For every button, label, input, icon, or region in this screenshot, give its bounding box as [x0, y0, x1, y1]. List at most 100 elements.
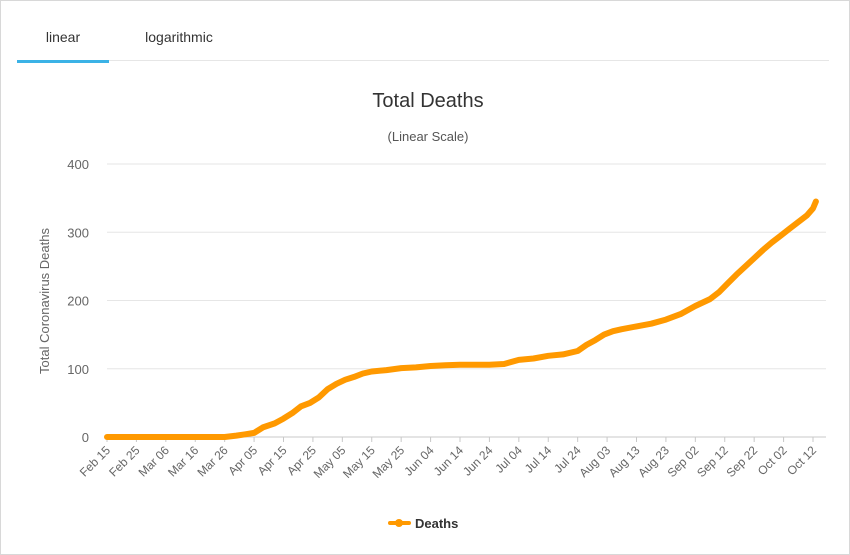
x-tick-label: Mar 06 [136, 443, 173, 480]
x-tick-label: Apr 15 [255, 443, 290, 478]
data-point [415, 366, 417, 368]
data-point [603, 334, 605, 336]
data-point [812, 207, 814, 209]
x-tick-label: Feb 25 [106, 443, 143, 480]
data-point [194, 436, 196, 438]
x-tick-label: Mar 26 [194, 443, 231, 480]
chart-subtitle: (Linear Scale) [388, 129, 469, 144]
x-tick-label: Sep 22 [723, 443, 760, 480]
data-point [459, 364, 461, 366]
data-point [444, 364, 446, 366]
data-point [474, 364, 476, 366]
data-point [503, 363, 505, 365]
data-point [806, 214, 808, 216]
data-point [780, 235, 782, 237]
data-point [386, 369, 387, 371]
data-point [300, 405, 302, 407]
x-tick-label: May 25 [370, 443, 408, 481]
data-point [353, 376, 355, 378]
x-tick-label: Aug 23 [635, 443, 672, 480]
data-point [362, 373, 364, 374]
tabs-divider [17, 60, 829, 61]
legend-dot-marker [395, 519, 403, 527]
data-point [283, 418, 284, 420]
x-tick-label: Oct 12 [784, 443, 819, 478]
data-point [815, 201, 817, 202]
data-point [309, 402, 311, 404]
data-point [253, 432, 255, 434]
data-point [262, 426, 264, 428]
data-point [547, 355, 549, 357]
data-point [327, 388, 329, 390]
x-tick-label: Mar 16 [165, 443, 202, 480]
y-axis-labels: 0 100 200 300 400 [67, 157, 89, 445]
data-point [594, 339, 596, 341]
x-tick-label: Feb 15 [77, 443, 114, 480]
data-point [430, 365, 432, 367]
x-tick-label: Jun 04 [401, 443, 437, 479]
data-point [744, 265, 746, 267]
x-tick-label: Aug 13 [606, 443, 643, 480]
series-line-deaths[interactable] [104, 198, 819, 440]
data-point [650, 323, 652, 325]
active-tab-indicator [17, 60, 109, 63]
data-point [400, 367, 402, 369]
y-tick-label: 0 [82, 430, 89, 445]
tab-logarithmic[interactable]: logarithmic [145, 29, 213, 45]
data-point [165, 436, 167, 438]
data-point [709, 298, 711, 300]
data-point [771, 242, 773, 243]
x-tick-label: Jul 14 [522, 443, 555, 476]
data-point [318, 396, 320, 398]
scale-tabs: linear logarithmic [1, 1, 839, 63]
data-point [621, 328, 623, 330]
x-tick-label: Jun 14 [431, 443, 467, 479]
data-point [694, 305, 696, 307]
data-point [235, 435, 237, 437]
data-point [562, 353, 564, 355]
grid-lines [107, 163, 826, 438]
data-point [488, 364, 490, 366]
data-point [336, 383, 337, 385]
data-point [762, 249, 764, 251]
data-point [797, 221, 799, 223]
x-tick-label: Jun 24 [460, 443, 496, 479]
data-point [274, 422, 276, 424]
legend-label-deaths: Deaths [415, 516, 458, 531]
data-point [736, 274, 737, 276]
x-tick-label: Oct 02 [755, 443, 790, 478]
data-point [224, 436, 226, 438]
y-tick-label: 300 [67, 225, 89, 240]
data-point [291, 412, 293, 414]
data-point [680, 313, 682, 315]
data-point [753, 257, 755, 259]
y-tick-label: 400 [67, 157, 89, 172]
data-point [718, 291, 720, 293]
series-layer [104, 198, 819, 440]
data-point [612, 330, 614, 332]
data-point [135, 436, 137, 438]
chart-title: Total Deaths [372, 90, 483, 112]
x-tick-label: Jul 04 [492, 443, 525, 476]
y-axis-title: Total Coronavirus Deaths [37, 228, 52, 374]
x-tick-label: Aug 03 [576, 443, 613, 480]
data-point [371, 371, 373, 372]
data-point [533, 358, 534, 359]
data-point [244, 433, 246, 435]
data-point [577, 350, 579, 352]
data-point [665, 319, 667, 321]
x-tick-label: Sep 02 [665, 443, 702, 480]
legend[interactable]: Deaths [388, 516, 458, 531]
data-point [106, 436, 108, 438]
y-tick-label: 200 [67, 294, 89, 309]
y-tick-label: 100 [67, 362, 89, 377]
data-point [344, 379, 346, 381]
data-point [636, 325, 637, 327]
data-point [727, 282, 729, 284]
x-tick-label: Apr 05 [225, 443, 260, 478]
tab-linear[interactable]: linear [45, 29, 81, 45]
data-point [586, 344, 587, 346]
